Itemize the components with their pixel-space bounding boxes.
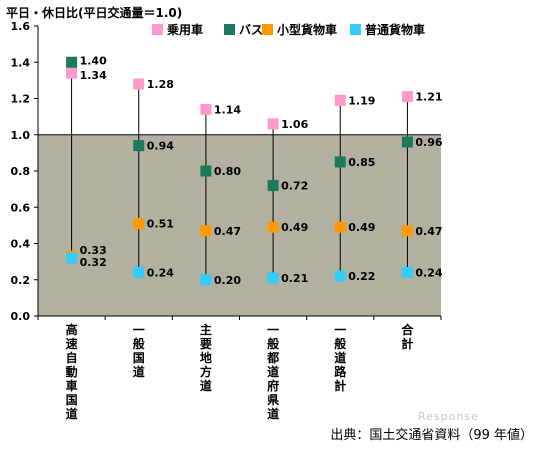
data-point: [200, 165, 212, 177]
x-tick-label: 高速自動車国道: [66, 322, 78, 421]
y-tick-label: 0.6: [11, 201, 31, 214]
y-tick-label: 0.0: [11, 310, 31, 323]
data-point: [401, 91, 413, 103]
data-label: 1.06: [281, 118, 308, 131]
data-label: 1.14: [214, 103, 241, 116]
data-label: 0.47: [415, 225, 442, 238]
data-point: [66, 252, 78, 264]
data-label: 0.32: [80, 256, 107, 269]
data-label: 1.34: [80, 69, 107, 82]
legend-label: 普通貨物車: [365, 22, 425, 37]
data-point: [267, 221, 279, 233]
x-tick-label: 一般道路計: [334, 323, 347, 393]
legend-swatch: [152, 24, 163, 35]
legend-label: 乗用車: [167, 22, 203, 37]
data-point: [200, 274, 212, 286]
legend-swatch: [224, 24, 235, 35]
data-point: [267, 180, 279, 191]
data-label: 0.80: [214, 165, 241, 178]
y-tick-label: 0.8: [11, 165, 31, 178]
source-note: 出典：国土交通省資料（99 年値）: [330, 428, 533, 443]
plot-area: 0.0 0.2 0.4 0.6 0.8 1.0 1.2 1.4 1.6 高速自動車国道 一般国道 主要…: [11, 20, 443, 421]
data-point: [133, 218, 145, 230]
data-label: 0.47: [214, 225, 241, 238]
y-tick-label: 1.2: [11, 93, 31, 106]
x-tick-label: 主要地方道: [200, 322, 212, 393]
data-label: 0.24: [147, 267, 174, 280]
x-tick-label: 合計: [401, 322, 414, 351]
data-point: [334, 221, 346, 233]
data-point: [200, 225, 212, 237]
data-label: 0.49: [348, 221, 375, 234]
data-label: 0.94: [147, 140, 174, 153]
data-point: [401, 136, 413, 148]
data-label: 0.85: [348, 156, 375, 169]
data-label: 1.21: [415, 91, 442, 104]
data-label: 1.28: [147, 78, 174, 91]
data-label: 0.49: [281, 221, 308, 234]
x-tick-label: 一般都道府県道: [266, 323, 279, 421]
data-point: [267, 272, 279, 284]
data-label: 1.19: [348, 94, 375, 107]
y-tick-label: 1.6: [11, 20, 31, 33]
data-point: [66, 67, 78, 79]
legend-swatch: [262, 24, 273, 35]
data-point: [66, 56, 78, 68]
data-label: 1.40: [80, 54, 107, 67]
y-tick-label: 1.0: [11, 129, 31, 142]
data-point: [334, 94, 346, 106]
data-point: [334, 156, 346, 168]
reference-band: [38, 134, 441, 316]
data-point: [133, 267, 145, 278]
x-tick-label: 一般国道: [133, 323, 145, 379]
data-label: 0.33: [80, 244, 107, 257]
data-point: [133, 78, 145, 90]
legend-label: バス: [239, 23, 263, 37]
watermark: Response: [418, 410, 479, 423]
legend: 乗用車 バス 小型貨物車 普通貨物車: [152, 22, 425, 37]
data-label: 0.72: [281, 180, 308, 193]
data-label: 0.96: [415, 136, 442, 149]
chart-title: 平日・休日比(平日交通量＝1.0): [6, 5, 182, 20]
data-point: [401, 225, 413, 237]
data-point: [200, 103, 212, 115]
legend-label: 小型貨物車: [277, 22, 337, 37]
legend-swatch: [350, 24, 361, 35]
data-label: 0.22: [348, 270, 375, 283]
data-point: [401, 267, 413, 278]
data-label: 0.51: [147, 218, 174, 231]
data-point: [133, 140, 145, 152]
data-label: 0.24: [415, 267, 442, 280]
data-label: 0.21: [281, 272, 308, 285]
data-point: [334, 270, 346, 282]
y-tick-label: 1.4: [11, 56, 31, 69]
y-tick-label: 0.4: [11, 238, 31, 251]
data-label: 0.20: [214, 274, 241, 287]
data-point: [267, 118, 279, 130]
y-tick-label: 0.2: [11, 274, 31, 287]
